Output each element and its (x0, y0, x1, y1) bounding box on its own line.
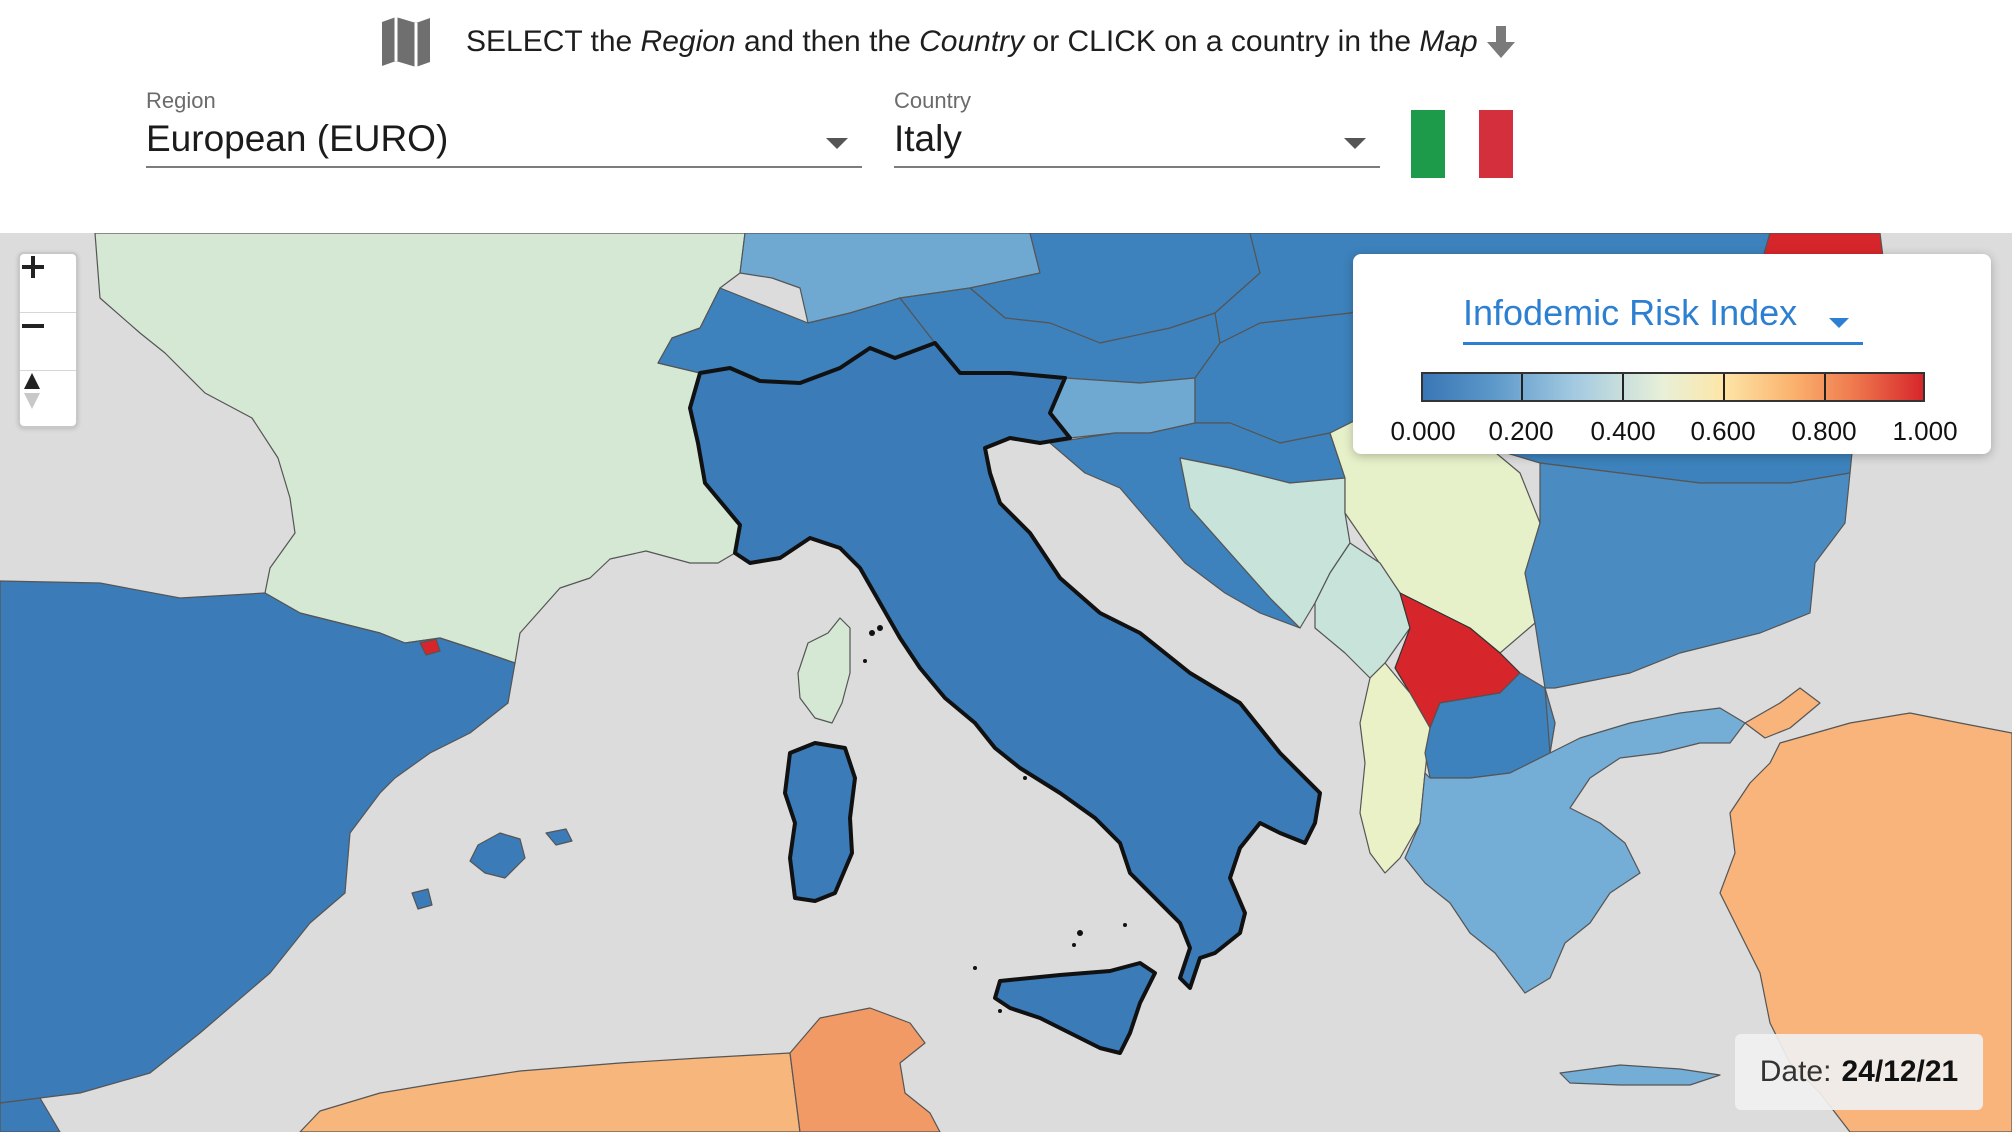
flag-stripe-white (1445, 110, 1479, 178)
flag-stripe-red (1479, 110, 1513, 178)
zoom-control (18, 252, 78, 428)
minus-icon (22, 324, 44, 328)
chevron-down-icon[interactable] (1344, 138, 1366, 149)
date-value: 24/12/21 (1841, 1055, 1959, 1088)
flag-stripe-green (1411, 110, 1445, 178)
italy-sardinia[interactable] (783, 741, 857, 903)
island-ibiza[interactable] (411, 888, 433, 910)
header: SELECT the Region and then the Country o… (0, 0, 2012, 233)
scale-label: 0.400 (1590, 416, 1656, 446)
scale-tick (1723, 374, 1725, 400)
reset-north-button[interactable] (20, 370, 76, 429)
arrow-down-icon (1486, 26, 1515, 58)
island-menorca[interactable] (545, 828, 573, 846)
instruction-region-word: Region (640, 25, 736, 58)
region-select-label: Region (146, 88, 216, 113)
metric-select[interactable]: Infodemic Risk Index (1463, 290, 1863, 345)
country-andorra[interactable] (419, 638, 441, 656)
italy-mainland[interactable] (688, 341, 1322, 990)
instruction-country-word: Country (919, 25, 1025, 58)
country-select[interactable]: Country Italy (894, 86, 1380, 168)
scale-tick (1622, 374, 1624, 400)
map-icon (382, 17, 430, 67)
country-select-underline (894, 166, 1380, 168)
country-select-label: Country (894, 88, 972, 113)
island-specks (863, 625, 1127, 1013)
country-select-value: Italy (894, 118, 962, 159)
scale-label: 0.600 (1690, 416, 1756, 446)
country-flag (1411, 110, 1513, 178)
date-label: Date: (1759, 1055, 1832, 1088)
island-corsica[interactable] (797, 617, 851, 724)
country-morocco[interactable] (0, 1097, 61, 1132)
plus-icon (22, 256, 44, 278)
chevron-down-icon[interactable] (826, 138, 848, 149)
scale-label: 1.000 (1892, 416, 1958, 446)
scale-label: 0.800 (1791, 416, 1857, 446)
region-select-value: European (EURO) (146, 118, 449, 159)
country-turkey[interactable] (1744, 687, 1821, 739)
compass-icon (24, 373, 40, 409)
instruction-text: SELECT the Region and then the Country o… (378, 14, 1518, 70)
color-scale-bar (1421, 372, 1925, 402)
scale-label: 0.000 (1390, 416, 1456, 446)
map-canvas[interactable]: Infodemic Risk Index 0.000 0.200 0.400 0… (0, 233, 2012, 1132)
instruction-map-word: Map (1419, 25, 1478, 58)
island-mallorca[interactable] (469, 832, 526, 879)
country-tunisia[interactable] (789, 1007, 941, 1132)
country-albania[interactable] (1359, 662, 1431, 874)
country-italy[interactable] (688, 341, 1322, 1055)
instruction-part3: or CLICK on a country in the (1024, 25, 1420, 58)
instruction-part1: SELECT the (466, 25, 641, 58)
country-greece[interactable] (1404, 707, 1746, 994)
chevron-down-icon[interactable] (1829, 318, 1849, 328)
region-select[interactable]: Region European (EURO) (146, 86, 862, 168)
zoom-out-button[interactable] (20, 312, 76, 371)
scale-tick (1521, 374, 1523, 400)
scale-tick (1824, 374, 1826, 400)
country-spain[interactable] (0, 580, 516, 1104)
legend-panel: Infodemic Risk Index 0.000 0.200 0.400 0… (1353, 254, 1991, 454)
zoom-in-button[interactable] (20, 254, 76, 312)
country-algeria[interactable] (299, 1052, 801, 1132)
country-greece-crete[interactable] (1559, 1064, 1721, 1086)
region-select-underline (146, 166, 862, 168)
metric-select-underline (1463, 342, 1863, 345)
instruction-part2: and then the (735, 25, 920, 58)
scale-label: 0.200 (1488, 416, 1554, 446)
italy-sicily[interactable] (993, 961, 1157, 1055)
date-display: Date: 24/12/21 (1735, 1034, 1983, 1110)
metric-select-value: Infodemic Risk Index (1463, 292, 1798, 333)
country-bulgaria[interactable] (1524, 462, 1851, 754)
